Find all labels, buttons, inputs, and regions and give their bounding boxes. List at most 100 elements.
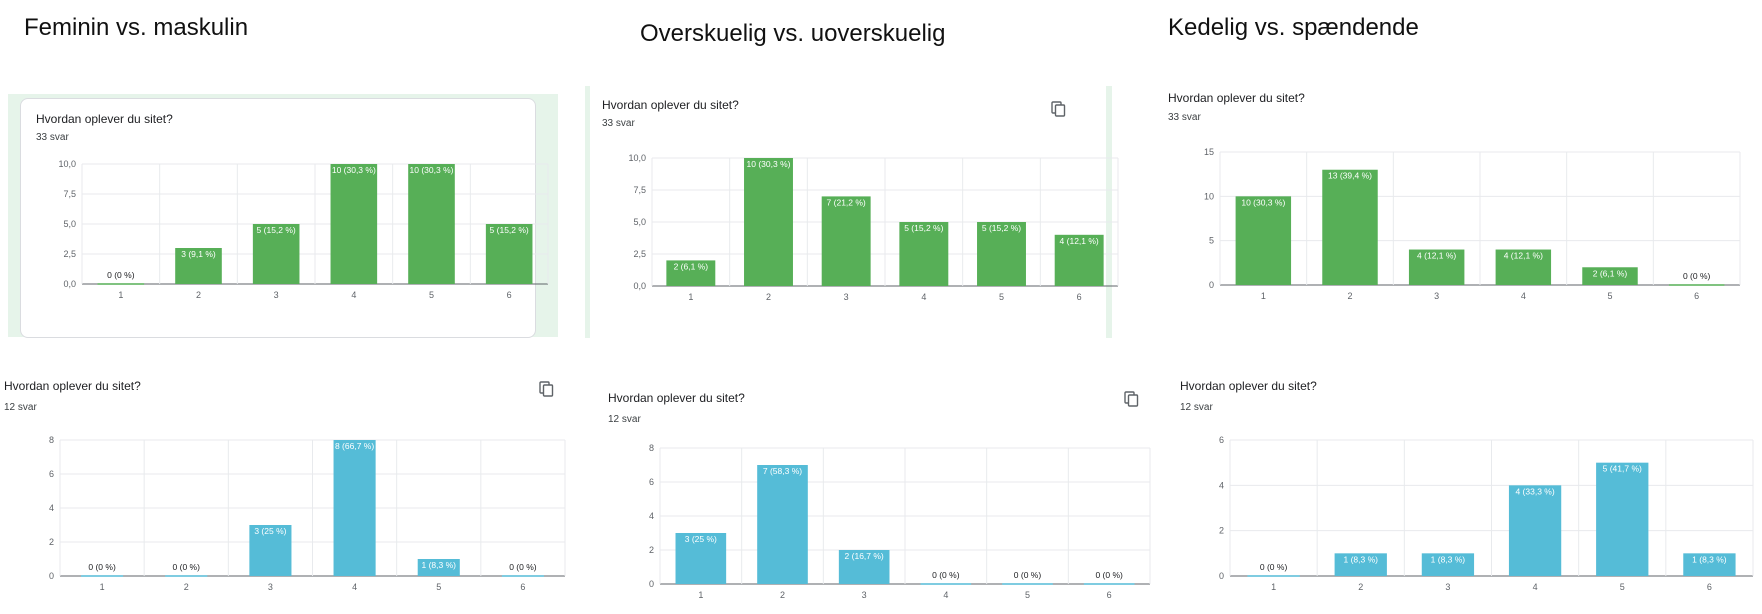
- x-tick-label: 1: [118, 290, 123, 300]
- data-label: 1 (8,3 %): [1692, 554, 1727, 564]
- y-tick-label: 7,5: [63, 189, 76, 199]
- bar-chart-feminin-maskulin-33: Hvordan oplever du sitet? 33 svar 0,0 2,5 5,…: [36, 112, 549, 300]
- bar-5: [1582, 267, 1638, 285]
- bar-chart-overskuelig-33: Hvordan oplever du sitet? 33 svar 0,0 2,5 5,…: [602, 98, 1119, 302]
- data-label: 3 (9,1 %): [181, 249, 216, 259]
- data-label: 0 (0 %): [932, 570, 960, 580]
- y-tick-label: 6: [649, 477, 654, 487]
- y-tick-label: 15: [1204, 147, 1214, 157]
- data-label: 1 (8,3 %): [1431, 554, 1466, 564]
- data-label: 2 (6,1 %): [674, 261, 709, 271]
- copy-icon[interactable]: [1124, 391, 1139, 407]
- data-label: 4 (12,1 %): [1504, 251, 1543, 261]
- y-tick-label: 2: [49, 537, 54, 547]
- x-tick-label: 4: [1533, 582, 1538, 592]
- y-tick-label: 8: [49, 435, 54, 445]
- column-title-kedelig: Kedelig vs. spændende: [1168, 14, 1419, 41]
- x-tick-label: 3: [1434, 291, 1439, 301]
- data-label: 3 (25 %): [685, 534, 717, 544]
- data-label: 4 (12,1 %): [1417, 251, 1456, 261]
- data-label: 0 (0 %): [88, 562, 116, 572]
- bar-chart-kedelig-spaendende-12: Hvordan oplever du sitet? 12 svar 0 2 4 6 0 (0…: [1180, 379, 1754, 592]
- x-tick-label: 3: [844, 292, 849, 302]
- chart-response-count: 12 svar: [1180, 402, 1213, 413]
- x-tick-label: 5: [429, 290, 434, 300]
- y-tick-label: 0,0: [633, 281, 646, 291]
- bar-2: [1322, 169, 1378, 285]
- data-label: 7 (58,3 %): [763, 466, 802, 476]
- bar-5: [1596, 462, 1649, 576]
- y-tick-label: 0: [1209, 280, 1214, 290]
- x-tick-label: 2: [766, 292, 771, 302]
- bar-2: [744, 158, 793, 286]
- data-label: 5 (15,2 %): [490, 225, 529, 235]
- x-tick-label: 6: [1077, 292, 1082, 302]
- x-tick-label: 6: [520, 582, 525, 592]
- data-label: 10 (30,3 %): [332, 165, 376, 175]
- bar-2: [1334, 553, 1387, 576]
- chart-question-title: Hvordan oplever du sitet?: [608, 391, 745, 405]
- x-tick-label: 4: [352, 582, 357, 592]
- data-label: 5 (15,2 %): [904, 223, 943, 233]
- copy-icon[interactable]: [1051, 101, 1066, 117]
- x-tick-label: 2: [780, 590, 785, 600]
- chart-question-title: Hvordan oplever du sitet?: [602, 98, 739, 112]
- chart-panel-edge: [1106, 86, 1112, 338]
- x-tick-label: 6: [1107, 590, 1112, 600]
- data-label: 0 (0 %): [1683, 271, 1711, 281]
- data-label: 8 (66,7 %): [335, 441, 374, 451]
- bar-6: [1683, 553, 1736, 576]
- x-tick-label: 4: [1521, 291, 1526, 301]
- chart-response-count: 33 svar: [1168, 112, 1201, 123]
- copy-icon[interactable]: [539, 381, 554, 397]
- y-tick-label: 4: [649, 511, 654, 521]
- y-tick-label: 2,5: [633, 249, 646, 259]
- chart-panel-edge: [585, 86, 590, 338]
- data-label: 10 (30,3 %): [1241, 197, 1285, 207]
- x-tick-label: 4: [921, 292, 926, 302]
- x-tick-label: 5: [999, 292, 1004, 302]
- x-tick-label: 5: [1607, 291, 1612, 301]
- bar-chart-feminin-maskulin-12: Hvordan oplever du sitet? 12 svar 0 2 4 6 8 0 (…: [4, 379, 566, 592]
- data-label: 1 (8,3 %): [1344, 554, 1379, 564]
- bar-2: [757, 465, 808, 584]
- chart-question-title: Hvordan oplever du sitet?: [1180, 379, 1317, 393]
- chart-response-count: 33 svar: [602, 118, 635, 129]
- x-tick-label: 3: [1445, 582, 1450, 592]
- x-tick-label: 4: [351, 290, 356, 300]
- x-tick-label: 1: [100, 582, 105, 592]
- bar-chart-overskuelig-12: Hvordan oplever du sitet? 12 svar 0 2 4 6 8 3 (…: [608, 391, 1151, 600]
- bar-6: [1054, 234, 1104, 286]
- y-tick-label: 10,0: [628, 153, 646, 163]
- data-label: 4 (12,1 %): [1060, 236, 1099, 246]
- x-tick-label: 6: [1694, 291, 1699, 301]
- bar-4: [333, 440, 376, 576]
- data-label: 0 (0 %): [1095, 570, 1123, 580]
- bar-6: [485, 224, 533, 284]
- bar-3: [249, 525, 292, 576]
- x-tick-label: 3: [274, 290, 279, 300]
- y-tick-label: 4: [1219, 480, 1224, 490]
- bar-4: [899, 222, 949, 286]
- bar-3: [1408, 249, 1465, 285]
- x-tick-label: 5: [1620, 582, 1625, 592]
- x-tick-label: 1: [688, 292, 693, 302]
- data-label: 10 (30,3 %): [747, 159, 791, 169]
- chart-question-title: Hvordan oplever du sitet?: [1168, 91, 1305, 105]
- bar-3: [252, 224, 300, 284]
- x-tick-label: 2: [1347, 291, 1352, 301]
- chart-response-count: 12 svar: [608, 414, 641, 425]
- data-label: 0 (0 %): [107, 270, 135, 280]
- data-label: 0 (0 %): [173, 562, 201, 572]
- bar-chart-kedelig-spaendende-33: Hvordan oplever du sitet?33 svar05101510…: [1168, 91, 1741, 301]
- y-tick-label: 5,0: [633, 217, 646, 227]
- x-tick-label: 5: [436, 582, 441, 592]
- data-label: 4 (33,3 %): [1515, 486, 1554, 496]
- x-tick-label: 1: [698, 590, 703, 600]
- column-title-feminin: Feminin vs. maskulin: [24, 14, 249, 41]
- data-label: 7 (21,2 %): [827, 197, 866, 207]
- y-tick-label: 2: [1219, 526, 1224, 536]
- bar-5: [977, 222, 1026, 286]
- y-tick-label: 0,0: [63, 279, 76, 289]
- x-tick-label: 4: [943, 590, 948, 600]
